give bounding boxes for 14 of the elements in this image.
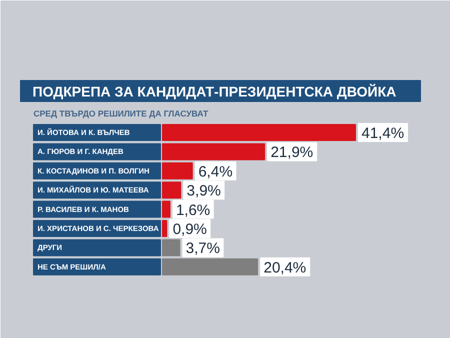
bar (162, 182, 182, 199)
data-label: 21,9% (270, 144, 314, 162)
chart-title: ПОДКРЕПА ЗА КАНДИДАТ-ПРЕЗИДЕНТСКА ДВОЙКА (32, 84, 396, 100)
bar (162, 220, 168, 237)
data-label: 3,9% (186, 182, 221, 200)
data-label: 20,4% (264, 259, 306, 276)
data-label: 41,4% (362, 125, 404, 142)
bar (162, 200, 170, 218)
data-label: 6,4% (198, 163, 233, 180)
bar (162, 162, 193, 180)
data-label: 1,6% (176, 202, 210, 219)
data-label: 3,7% (186, 240, 220, 258)
chart-subtitle: СРЕД ТВЪРДО РЕШИЛИТЕ ДА ГЛАСУВАТ (34, 108, 209, 118)
data-label: 0,9% (172, 221, 207, 238)
